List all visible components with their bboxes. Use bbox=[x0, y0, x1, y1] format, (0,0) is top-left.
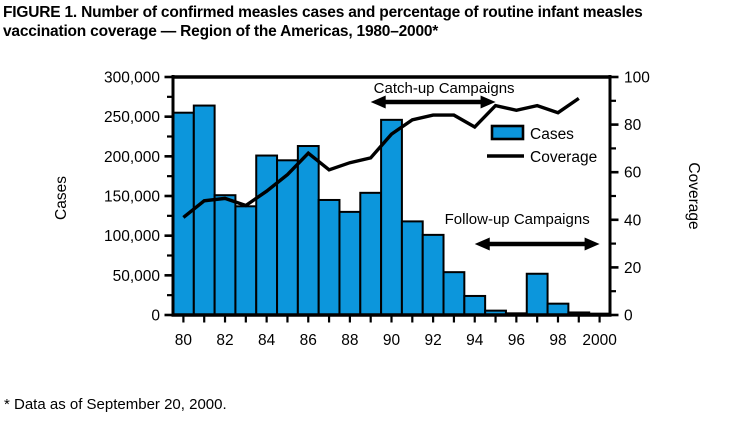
x-tick-label: 2000 bbox=[582, 332, 617, 349]
x-tick-label: 94 bbox=[466, 332, 484, 349]
y-tick-label: 0 bbox=[151, 308, 160, 325]
x-axis: 80 82 84 86 88 90 92 94 96 98 2000 bbox=[175, 315, 617, 349]
arrow-head-left bbox=[474, 237, 490, 251]
y2-tick-label: 100 bbox=[624, 70, 650, 87]
y2-tick-label: 0 bbox=[624, 308, 633, 325]
y2-tick-label: 20 bbox=[624, 260, 642, 277]
figure-title-line2: vaccination coverage — Region of the Ame… bbox=[3, 23, 439, 40]
bar-1992 bbox=[421, 233, 445, 316]
bar-1984 bbox=[255, 154, 279, 316]
bar-1993 bbox=[442, 271, 466, 317]
x-tick-label: 98 bbox=[549, 332, 566, 349]
legend: Cases Coverage bbox=[487, 124, 597, 166]
y-tick-label: 300,000 bbox=[104, 70, 160, 87]
x-tick-label: 82 bbox=[216, 332, 233, 349]
bar-1985 bbox=[276, 159, 299, 316]
x-tick-label: 84 bbox=[258, 332, 276, 349]
cases-bars bbox=[172, 104, 612, 317]
y2-tick-label: 80 bbox=[624, 117, 642, 134]
bar-1994 bbox=[463, 294, 487, 316]
bar-1981 bbox=[192, 104, 216, 316]
arrow-head-left bbox=[370, 95, 386, 109]
x-tick-label: 96 bbox=[508, 332, 525, 349]
x-tick-label: 86 bbox=[300, 332, 317, 349]
bar-1990 bbox=[380, 118, 403, 316]
bar-1998 bbox=[546, 302, 570, 317]
annotation-follow-up-label: Follow-up Campaigns bbox=[445, 211, 590, 228]
arrow-head-right bbox=[480, 95, 496, 109]
bar-1986 bbox=[296, 145, 320, 316]
y-tick-label: 250,000 bbox=[104, 109, 160, 126]
y-tick-label: 150,000 bbox=[104, 189, 160, 206]
y2-tick-label: 60 bbox=[624, 165, 642, 182]
bar-1987 bbox=[317, 198, 341, 316]
y-tick-label: 100,000 bbox=[104, 228, 160, 245]
figure-title: FIGURE 1. Number of confirmed measles ca… bbox=[3, 3, 750, 41]
y-tick-label: 200,000 bbox=[104, 149, 160, 166]
arrow-head-right bbox=[584, 237, 600, 251]
y-tick-label: 50,000 bbox=[113, 268, 161, 285]
right-axis-title: Coverage bbox=[685, 162, 702, 229]
annotation-catch-up: Catch-up Campaigns bbox=[370, 80, 515, 109]
right-axis: 0 20 40 60 80 100 bbox=[610, 70, 650, 325]
bar-1983 bbox=[234, 205, 258, 316]
annotation-catch-up-label: Catch-up Campaigns bbox=[374, 80, 515, 97]
bar-1982 bbox=[213, 194, 237, 317]
legend-cases-swatch bbox=[490, 124, 525, 141]
bar-1991 bbox=[400, 220, 424, 316]
coverage-line bbox=[182, 96, 580, 219]
left-axis: 0 50,000 100,000 150,000 200,000 250,000 300,0… bbox=[104, 70, 173, 325]
figure-title-line1: FIGURE 1. Number of confirmed measles ca… bbox=[3, 4, 643, 21]
left-axis-title: Cases bbox=[53, 176, 70, 220]
y2-tick-label: 40 bbox=[624, 212, 642, 229]
x-tick-label: 90 bbox=[383, 332, 401, 349]
x-tick-label: 92 bbox=[424, 332, 441, 349]
bar-1980 bbox=[172, 111, 195, 316]
legend-coverage-label: Coverage bbox=[530, 149, 597, 166]
x-tick-label: 80 bbox=[175, 332, 193, 349]
annotation-follow-up: Follow-up Campaigns bbox=[445, 211, 600, 251]
bar-1997 bbox=[525, 272, 549, 316]
legend-cases-label: Cases bbox=[530, 126, 574, 143]
bar-1988 bbox=[338, 210, 362, 316]
footnote: * Data as of September 20, 2000. bbox=[4, 396, 227, 413]
bar-1989 bbox=[359, 191, 383, 316]
x-tick-label: 88 bbox=[341, 332, 358, 349]
